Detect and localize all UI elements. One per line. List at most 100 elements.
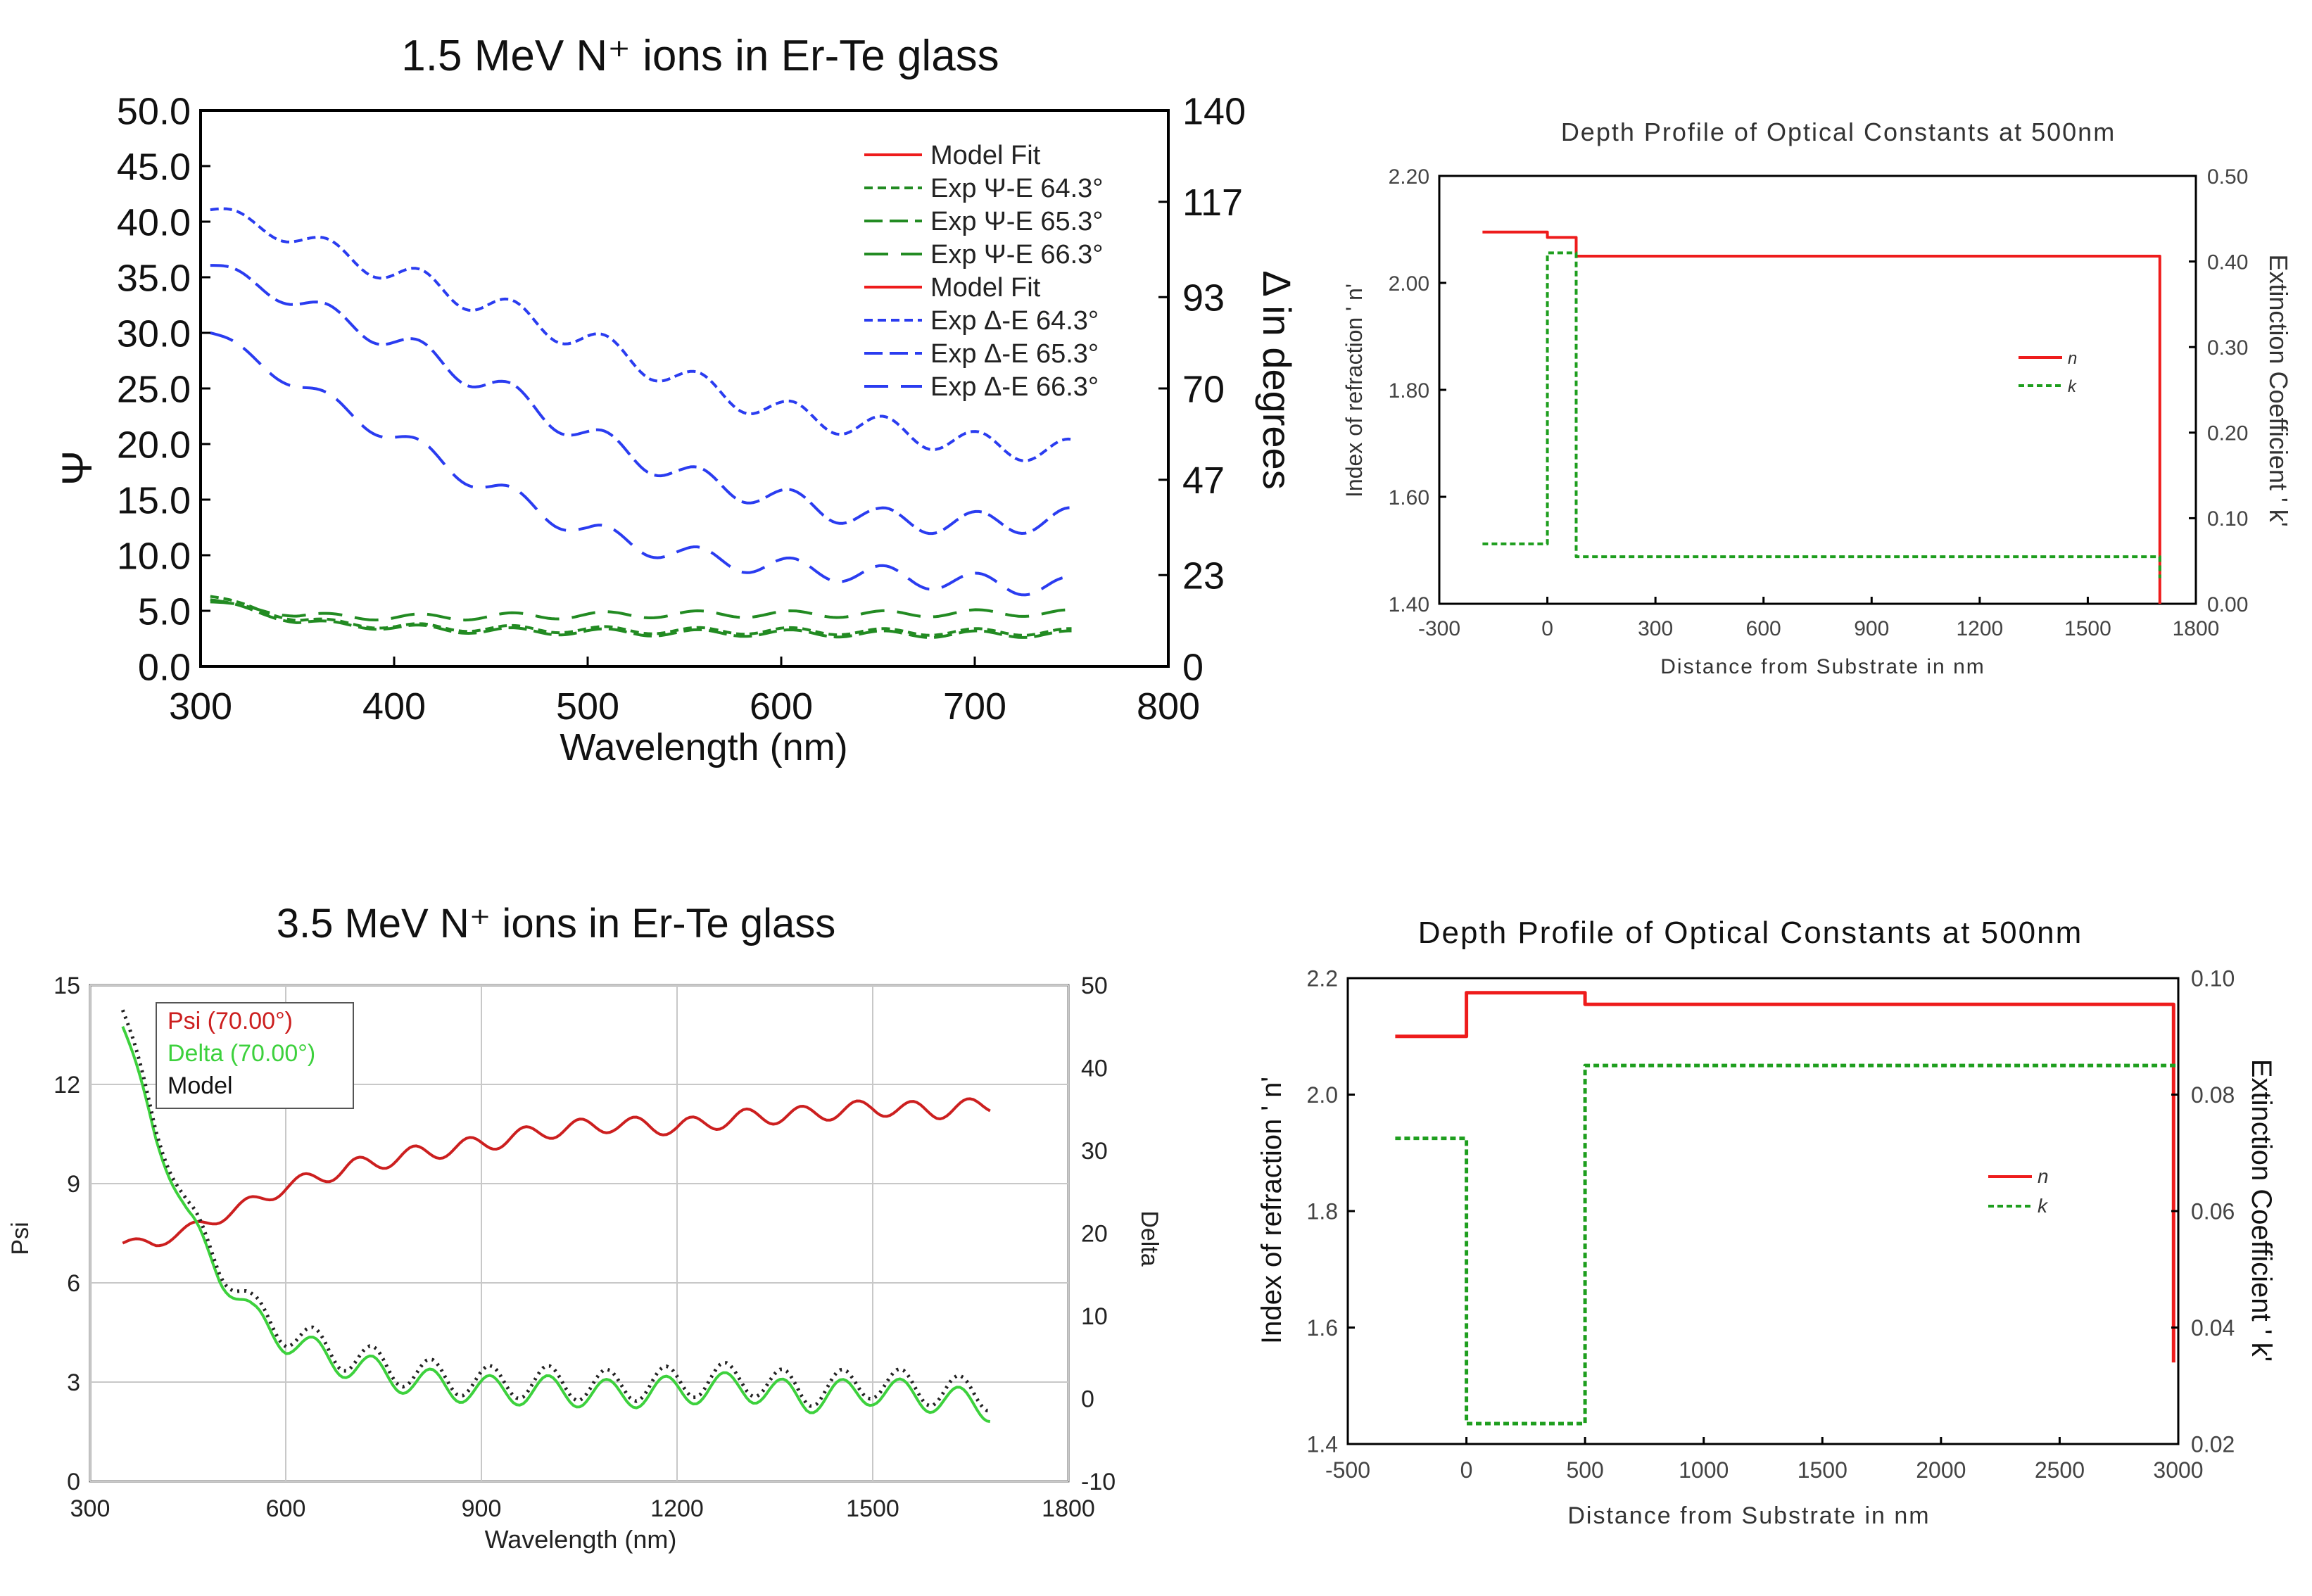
y2-tick-label: 0.10 [2207,507,2248,531]
x-tick-label: 900 [462,1495,502,1522]
x-tick-label: 300 [70,1495,110,1522]
x-axis-label: Wavelength (nm) [560,726,847,768]
y-axis-ticks: 0.0 5.0 10.0 15.0 20.0 25.0 30.0 35.0 40.0 45.0 50… [117,90,210,688]
y2-tick-label: 0 [1081,1386,1094,1413]
chart-depth-profile-1p5mev: Depth Profile of Optical Constants at 50… [1341,118,2293,678]
legend-label: Model [168,1072,233,1099]
x-tick-label: 600 [266,1495,306,1522]
y2-axis-ticks: 0.02 0.04 0.06 0.08 0.10 [2171,966,2235,1457]
y2-axis-label: Delta [1136,1210,1163,1266]
y2-tick-label: 50 [1081,973,1108,999]
y2-tick-label: 30 [1081,1138,1108,1165]
chart-psi-delta-3p5mev: 3.5 MeV N⁺ ions in Er-Te glass 300 600 900… [7,901,1163,1554]
y-tick-label: 1.60 [1389,486,1429,509]
y-tick-label: 9 [67,1171,80,1198]
x-tick-label: 1500 [846,1495,899,1522]
x-tick-label: 1000 [1679,1457,1729,1483]
legend-label: Exp Ψ-E 66.3° [930,240,1104,270]
y-tick-label: 2.2 [1307,966,1338,992]
y-axis-label: Psi [7,1222,34,1255]
series-line-delta-70-00 [121,1026,991,1424]
x-tick-label: 600 [750,685,813,728]
y2-axis-ticks: -10 0 10 20 30 40 50 [1081,973,1116,1495]
series-layer [1482,230,2161,604]
y-axis-ticks: 1.4 1.6 1.8 2.0 2.2 [1307,966,1355,1457]
legend-label: Psi (70.00°) [168,1008,293,1034]
series-layer [120,1009,991,1424]
y2-tick-label: 0.02 [2191,1432,2235,1457]
x-tick-label: 700 [943,685,1006,728]
y2-tick-label: 0.06 [2191,1199,2235,1224]
y-tick-label: 15 [53,973,80,999]
y-tick-label: 5.0 [138,590,191,633]
y-tick-label: 3 [67,1369,80,1396]
grid-lines [89,984,1069,1482]
x-tick-label: 3000 [2153,1457,2203,1483]
y2-tick-label: 47 [1182,460,1225,502]
legend-label: Exp Ψ-E 65.3° [930,207,1104,236]
y2-axis-label: Extinction Coefficient ' k' [2246,1059,2277,1362]
x-tick-label: 400 [362,685,426,728]
y-axis-label: Index of refraction ' n' [1256,1077,1287,1344]
x-tick-label: 1500 [2064,617,2111,640]
series-line-k [1482,251,2161,578]
x-tick-label: 0 [1460,1457,1473,1483]
legend-label: n [2038,1165,2049,1187]
x-axis-ticks: 300 400 500 600 700 800 [169,657,1200,728]
x-tick-label: 2000 [1916,1457,1966,1483]
y2-axis-ticks: 0 23 47 70 93 117 140 [1158,90,1246,688]
y-tick-label: 0.0 [138,646,191,688]
legend-box [156,1002,354,1109]
legend-label: Model Fit [930,141,1041,170]
x-tick-label: 1500 [1798,1457,1847,1483]
y2-tick-label: 0.08 [2191,1082,2235,1108]
y2-tick-label: 0.20 [2207,422,2248,445]
y-tick-label: 6 [67,1270,80,1297]
y2-tick-label: 117 [1182,182,1243,224]
y2-tick-label: 140 [1182,90,1246,132]
series-line-model [120,1009,991,1413]
series-line-exp-e-65-3 [210,264,1072,536]
x-axis-label: Distance from Substrate in nm [1567,1502,1930,1529]
y2-tick-label: 0 [1182,646,1204,688]
chart-title: Depth Profile of Optical Constants at 50… [1418,916,2083,950]
series-line-n [1395,991,2175,1363]
y-axis-ticks: 1.40 1.60 1.80 2.00 2.20 [1389,165,1446,616]
chart-title: 3.5 MeV N⁺ ions in Er-Te glass [277,901,836,946]
series-line-k [1395,1063,2178,1426]
y2-tick-label: 0.50 [2207,165,2248,189]
series-line-exp-e-66-3 [210,331,1072,597]
series-line-n [1482,230,2161,604]
y2-tick-label: 23 [1182,555,1225,597]
series-line-psi-70-00 [122,1097,991,1248]
chart-title: Depth Profile of Optical Constants at 50… [1561,118,2116,146]
y-axis-label: Index of refraction ' n' [1341,284,1367,498]
y-tick-label: 35.0 [117,257,191,299]
y-tick-label: 45.0 [117,146,191,188]
y2-axis-ticks: 0.00 0.10 0.20 0.30 0.40 0.50 [2189,165,2248,616]
y-tick-label: 2.20 [1389,165,1429,189]
x-tick-label: -300 [1418,617,1460,640]
chart-psi-delta-1p5mev: 1.5 MeV N⁺ ions in Er-Te glass 300 400 500… [53,32,1299,768]
legend-label: Exp Δ-E 65.3° [930,339,1099,369]
y-tick-label: 15.0 [117,479,191,521]
x-tick-label: 500 [556,685,619,728]
y2-tick-label: 0.00 [2207,593,2248,616]
y-tick-label: 30.0 [117,312,191,355]
y2-tick-label: -10 [1081,1469,1116,1495]
x-tick-label: 500 [1566,1457,1603,1483]
chart-title: 1.5 MeV N⁺ ions in Er-Te glass [401,32,999,80]
legend: Model Fit Exp Ψ-E 64.3° Exp Ψ-E 65.3° Exp Ψ… [864,141,1104,402]
legend: nk [1988,1165,2049,1217]
series-layer [210,207,1072,639]
y-tick-label: 25.0 [117,368,191,410]
x-axis-ticks: 300 600 900 1200 1500 1800 [70,1495,1095,1522]
series-line-exp-e-65-3 [210,598,1072,639]
x-tick-label: 900 [1854,617,1889,640]
y-tick-label: 1.8 [1307,1199,1338,1224]
x-tick-label: 1800 [1042,1495,1095,1522]
y-axis-ticks: 0 3 6 9 12 15 [53,973,80,1495]
y-tick-label: 2.0 [1307,1082,1338,1108]
legend-label: Exp Δ-E 64.3° [930,306,1099,336]
y2-tick-label: 10 [1081,1303,1108,1330]
